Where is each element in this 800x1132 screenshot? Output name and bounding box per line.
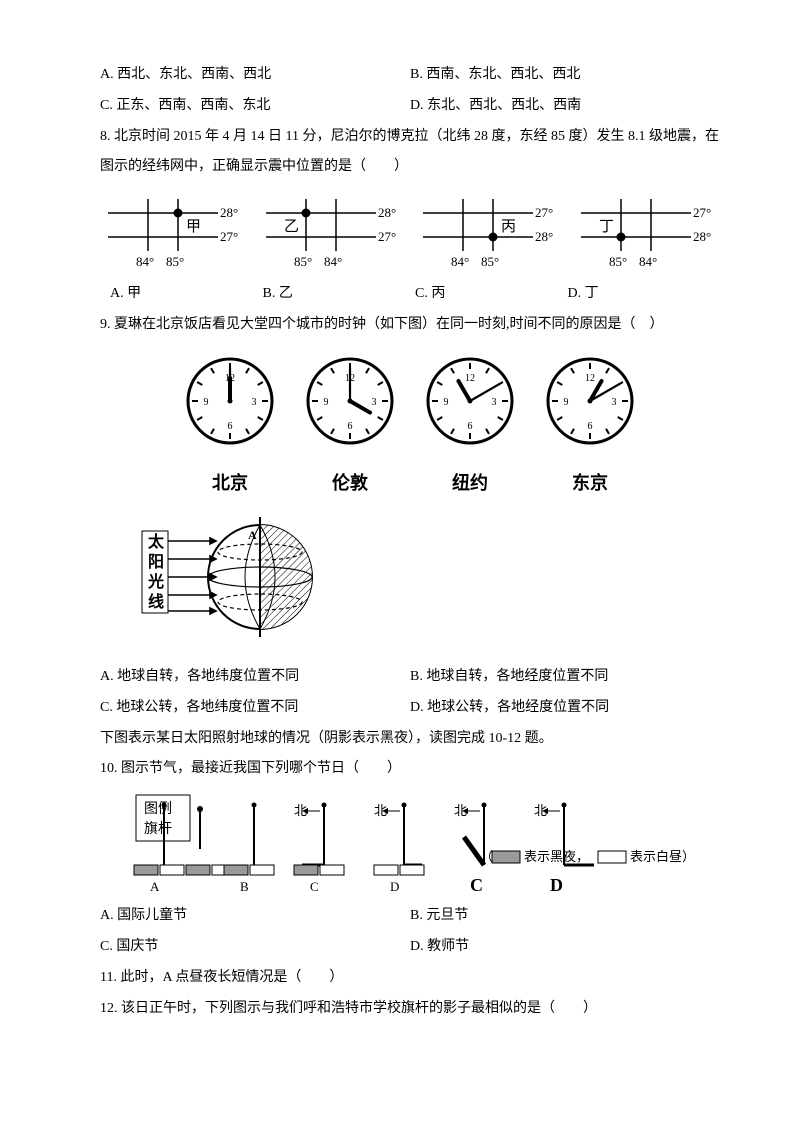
flag-shadow-svg: 图例 旗杆 AB北C北D北C北D （ 表示黑夜， 表示白昼） [100, 791, 700, 901]
q8-text: 8. 北京时间 2015 年 4 月 14 日 11 分，尼泊尔的博克拉（北纬 … [100, 122, 720, 184]
svg-text:丙: 丙 [501, 219, 516, 235]
svg-text:6: 6 [588, 421, 593, 432]
svg-text:28°: 28° [220, 205, 238, 220]
q8-opt-b: B. 乙 [263, 279, 416, 310]
prev-opt-d: D. 东北、西北、西北、西南 [410, 91, 720, 122]
q10-options-row2: C. 国庆节 D. 教师节 [100, 932, 720, 963]
q8-opt-c: C. 丙 [415, 279, 568, 310]
svg-text:28°: 28° [378, 205, 396, 220]
q9-globe-figure: A 太 阳 光 线 [130, 507, 720, 660]
svg-text:线: 线 [148, 592, 164, 611]
q8-answers: A. 甲 B. 乙 C. 丙 D. 丁 [100, 279, 720, 310]
q8-figure-row: 28°27°84°85°甲28°27°85°84°乙27°28°84°85°丙2… [100, 191, 720, 271]
svg-text:3: 3 [612, 397, 617, 408]
svg-text:12: 12 [465, 373, 475, 384]
svg-text:85°: 85° [481, 254, 499, 269]
latlon-grid: 28° 27° 84° 85° 甲 [100, 191, 248, 271]
clock: 12369伦敦 [300, 351, 400, 503]
svg-text:84°: 84° [136, 254, 154, 269]
svg-text:C: C [310, 879, 319, 894]
svg-text:9: 9 [444, 397, 449, 408]
svg-text:28°: 28° [535, 229, 553, 244]
clock-city-label: 北京 [180, 464, 280, 504]
svg-text:85°: 85° [294, 254, 312, 269]
svg-text:27°: 27° [220, 229, 238, 244]
svg-text:84°: 84° [324, 254, 342, 269]
svg-text:图例: 图例 [144, 801, 172, 817]
q9-options-row1: A. 地球自转，各地纬度位置不同 B. 地球自转，各地经度位置不同 [100, 662, 720, 693]
q10-opt-c: C. 国庆节 [100, 932, 410, 963]
svg-text:太: 太 [147, 532, 165, 551]
q8-opt-d: D. 丁 [568, 279, 721, 310]
q10-text: 10. 图示节气，最接近我国下列哪个节日（ ） [100, 754, 720, 785]
svg-text:旗杆: 旗杆 [144, 821, 172, 837]
svg-text:D: D [550, 875, 563, 895]
svg-text:84°: 84° [451, 254, 469, 269]
svg-text:A: A [248, 528, 257, 542]
svg-text:3: 3 [372, 397, 377, 408]
svg-text:C: C [470, 875, 483, 895]
svg-text:6: 6 [228, 421, 233, 432]
svg-text:A: A [150, 879, 160, 894]
clock: 12 3 6 9 纽约 [420, 351, 520, 503]
svg-text:27°: 27° [693, 205, 711, 220]
svg-text:3: 3 [492, 397, 497, 408]
q11-text: 11. 此时，A 点昼夜长短情况是（ ） [100, 963, 720, 994]
svg-text:85°: 85° [166, 254, 184, 269]
latlon-grid: 27° 28° 85° 84° 丁 [573, 191, 721, 271]
q10-opt-d: D. 教师节 [410, 932, 720, 963]
svg-text:27°: 27° [378, 229, 396, 244]
clock: 12369北京 [180, 351, 280, 503]
clock-city-label: 东京 [540, 464, 640, 504]
svg-text:甲: 甲 [186, 219, 201, 235]
q9-text: 9. 夏琳在北京饭店看见大堂四个城市的时钟（如下图）在同一时刻,时间不同的原因是… [100, 310, 720, 341]
svg-text:乙: 乙 [284, 219, 299, 235]
exam-page: A. 西北、东北、西南、西北 B. 西南、东北、西北、西北 C. 正东、西南、西… [0, 0, 800, 1074]
prev-opt-c: C. 正东、西南、西南、东北 [100, 91, 410, 122]
prev-q-options: A. 西北、东北、西南、西北 B. 西南、东北、西北、西北 [100, 60, 720, 91]
svg-text:表示白昼）: 表示白昼） [630, 849, 695, 864]
prev-opt-a: A. 西北、东北、西南、西北 [100, 60, 410, 91]
svg-text:9: 9 [564, 397, 569, 408]
q9-clocks: 12 3 6 9 北京 12 3 6 9 伦敦 12 3 6 9 纽约12 3 6 9 东京 [100, 351, 720, 503]
svg-text:28°: 28° [693, 229, 711, 244]
svg-text:（: （ [480, 849, 493, 864]
clock-city-label: 纽约 [420, 464, 520, 504]
svg-text:表示黑夜，: 表示黑夜， [524, 849, 589, 864]
svg-text:光: 光 [147, 572, 164, 591]
q9-opt-b: B. 地球自转，各地经度位置不同 [410, 662, 720, 693]
svg-text:9: 9 [204, 397, 209, 408]
svg-text:D: D [390, 879, 399, 894]
svg-text:9: 9 [324, 397, 329, 408]
clock: 12 3 6 9 东京 [540, 351, 640, 503]
svg-text:3: 3 [252, 397, 257, 408]
svg-text:阳: 阳 [148, 553, 164, 571]
svg-text:6: 6 [468, 421, 473, 432]
q9-opt-a: A. 地球自转，各地纬度位置不同 [100, 662, 410, 693]
latlon-grid: 27° 28° 84° 85° 丙 [415, 191, 563, 271]
q10-opt-b: B. 元旦节 [410, 901, 720, 932]
intro-10-12: 下图表示某日太阳照射地球的情况（阴影表示黑夜），读图完成 10-12 题。 [100, 724, 720, 755]
clock-city-label: 伦敦 [300, 464, 400, 504]
q10-opt-a: A. 国际儿童节 [100, 901, 410, 932]
svg-text:27°: 27° [535, 205, 553, 220]
q9-opt-d: D. 地球公转，各地经度位置不同 [410, 693, 720, 724]
svg-text:85°: 85° [609, 254, 627, 269]
svg-text:12: 12 [585, 373, 595, 384]
globe-svg: A 太 阳 光 线 [130, 507, 330, 647]
q9-opt-c: C. 地球公转，各地纬度位置不同 [100, 693, 410, 724]
q9-options-row2: C. 地球公转，各地纬度位置不同 D. 地球公转，各地经度位置不同 [100, 693, 720, 724]
prev-q-options-2: C. 正东、西南、西南、东北 D. 东北、西北、西北、西南 [100, 91, 720, 122]
prev-opt-b: B. 西南、东北、西北、西北 [410, 60, 720, 91]
svg-text:84°: 84° [639, 254, 657, 269]
q8-opt-a: A. 甲 [110, 279, 263, 310]
svg-text:B: B [240, 879, 249, 894]
q12-text: 12. 该日正午时，下列图示与我们呼和浩特市学校旗杆的影子最相似的是（ ） [100, 994, 720, 1025]
q10-options-row1: A. 国际儿童节 B. 元旦节 [100, 901, 720, 932]
latlon-grid: 28° 27° 85° 84° 乙 [258, 191, 406, 271]
svg-text:丁: 丁 [599, 219, 614, 235]
svg-text:6: 6 [348, 421, 353, 432]
q10-figure: 图例 旗杆 AB北C北D北C北D （ 表示黑夜， 表示白昼） [100, 791, 720, 901]
